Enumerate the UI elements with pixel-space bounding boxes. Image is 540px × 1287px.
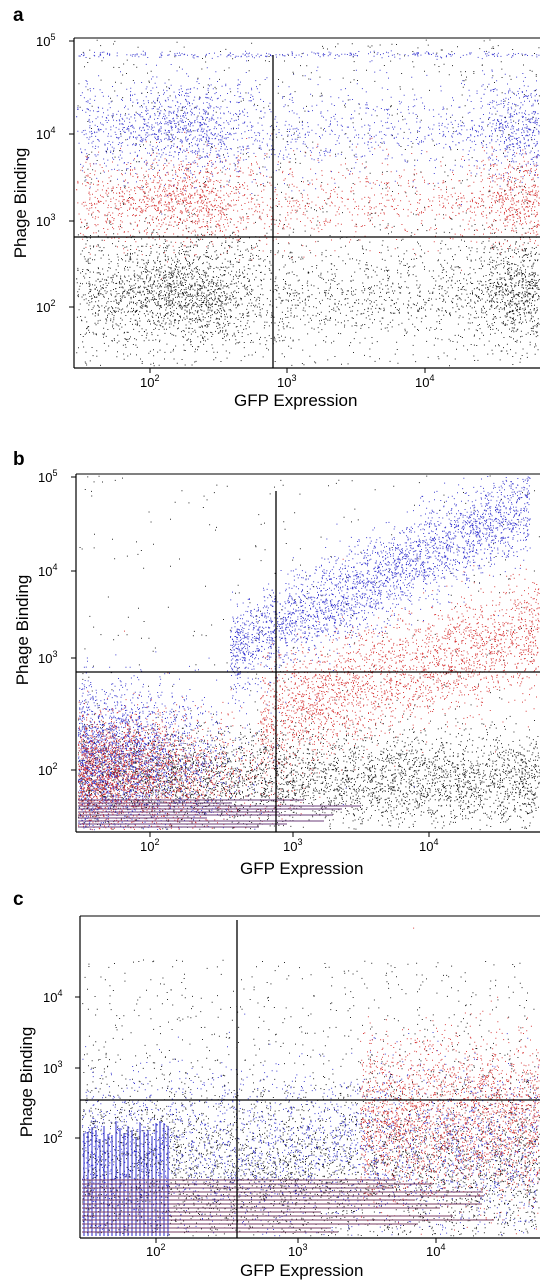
scatter-series-red-arc <box>260 558 540 792</box>
x-tick-label: 102 <box>140 837 159 854</box>
x-tick-label: 103 <box>283 837 302 854</box>
scatter-background <box>79 475 540 830</box>
x-tick-labels: 102 103 104 <box>140 373 434 390</box>
y-axis-label: Phage Binding <box>13 575 32 686</box>
x-tick-labels: 102 103 104 <box>140 837 438 854</box>
y-tick-label: 105 <box>38 468 57 485</box>
scatter-series-blue <box>82 1013 540 1237</box>
y-tick-label: 102 <box>38 761 57 778</box>
scatter-series-red <box>76 131 540 280</box>
scatter-points <box>76 39 540 367</box>
panel-letter-c: c <box>13 889 24 910</box>
x-tick-label: 104 <box>415 373 434 390</box>
panel-a: a 102 103 104 105 102 103 104 GFP E <box>11 5 540 410</box>
y-tick-label: 102 <box>36 298 55 315</box>
scatter-sparse-high <box>82 959 537 1101</box>
x-tick-labels: 102 103 104 <box>146 1242 445 1259</box>
y-axis-label: Phage Binding <box>17 1027 36 1138</box>
x-tick-label: 103 <box>288 1242 307 1259</box>
y-tick-label: 103 <box>38 649 57 666</box>
y-ticks <box>75 996 80 1139</box>
x-tick-label: 104 <box>419 837 438 854</box>
y-ticks <box>69 40 74 308</box>
scatter-series-black <box>78 664 540 831</box>
x-ticks <box>149 832 430 837</box>
y-tick-label: 103 <box>36 212 55 229</box>
scatter-background <box>76 39 540 367</box>
y-tick-labels: 102 103 104 <box>43 988 62 1146</box>
x-ticks <box>149 368 426 373</box>
x-tick-label: 102 <box>146 1242 165 1259</box>
scatter-series-red <box>360 927 540 1235</box>
scatter-series-black <box>76 186 540 366</box>
scatter-series-blue-arc <box>230 476 531 712</box>
x-axis-label: GFP Expression <box>240 859 363 878</box>
panel-b: b 102 103 104 105 102 103 104 GFP E <box>13 449 540 878</box>
y-tick-label: 105 <box>36 32 55 49</box>
scatter-points <box>82 927 540 1237</box>
scatter-points <box>78 475 540 831</box>
scatter-quantization-lines <box>78 799 361 828</box>
scatter-series-red-low <box>78 630 327 831</box>
scatter-quantization-rows <box>82 1179 494 1233</box>
panel-c: c 102 103 104 102 103 104 GFP Expression… <box>13 889 540 1280</box>
y-tick-labels: 102 103 104 105 <box>38 468 57 778</box>
x-tick-label: 104 <box>426 1242 445 1259</box>
y-tick-labels: 102 103 104 105 <box>36 32 55 315</box>
scatter-saturation-row <box>78 50 540 60</box>
y-tick-label: 104 <box>36 125 55 142</box>
y-tick-label: 104 <box>43 988 62 1005</box>
y-tick-label: 102 <box>43 1129 62 1146</box>
y-tick-label: 103 <box>43 1059 62 1076</box>
scatter-series-blue <box>76 53 540 215</box>
scatter-series-black <box>82 1017 540 1237</box>
y-axis-label: Phage Binding <box>11 148 30 259</box>
x-axis-label: GFP Expression <box>234 391 357 410</box>
x-tick-label: 103 <box>277 373 296 390</box>
y-ticks <box>71 476 76 771</box>
x-tick-label: 102 <box>140 373 159 390</box>
x-ticks <box>155 1238 437 1243</box>
x-axis-label: GFP Expression <box>240 1261 363 1280</box>
panel-letter-a: a <box>13 5 24 26</box>
y-tick-label: 104 <box>38 562 57 579</box>
panel-letter-b: b <box>13 449 25 470</box>
